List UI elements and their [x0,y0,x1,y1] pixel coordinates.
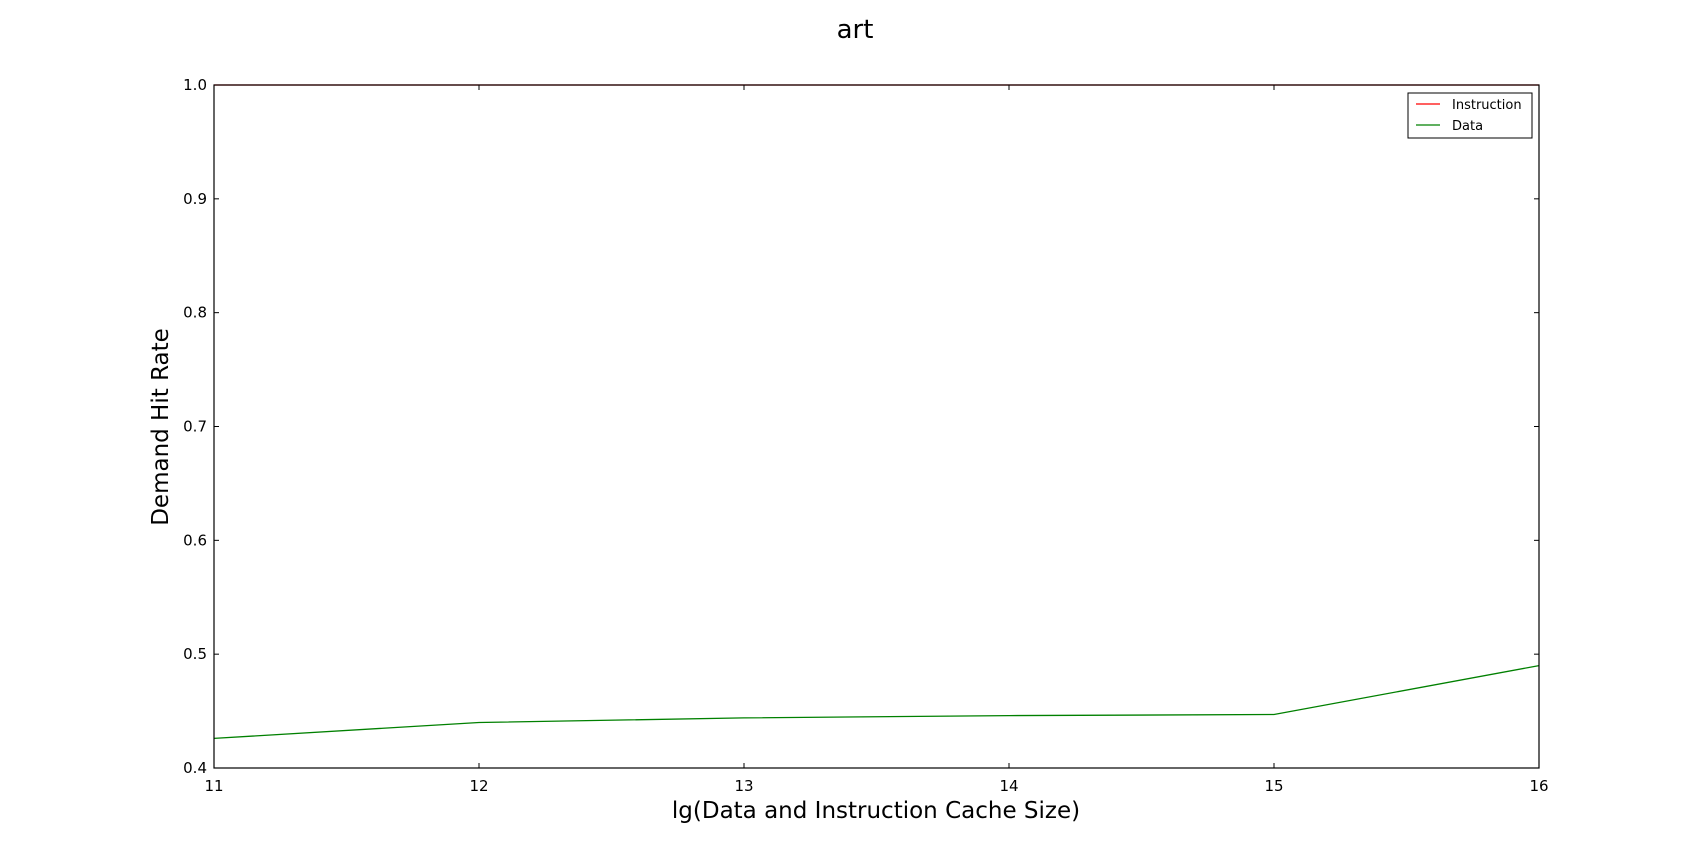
y-tick-label-2: 0.6 [183,531,207,549]
y-tick-label-6: 1.0 [183,76,207,94]
legend-label-data: Data [1452,119,1483,134]
y-tick-label-4: 0.8 [183,304,207,322]
legend-label-instruction: Instruction [1452,98,1522,113]
legend-box [1407,92,1533,139]
x-tick-label-1: 12 [469,777,488,795]
ticks-layer: 11 12 13 14 15 16 0.4 0.5 0.6 0.7 0.8 0.9 1.0 [183,76,1548,795]
series-line-data [213,664,1540,740]
legend: Instruction Data [1407,92,1533,139]
x-tick-label-3: 14 [999,777,1018,795]
y-axis-label: Demand Hit Rate [148,328,174,526]
y-tick-label-0: 0.4 [183,759,207,777]
x-tick-label-0: 11 [204,777,223,795]
x-tick-label-5: 16 [1529,777,1548,795]
x-tick-label-2: 13 [734,777,753,795]
chart-title: art [837,15,874,45]
y-tick-label-3: 0.7 [183,418,207,436]
y-tick-label-5: 0.9 [183,190,207,208]
x-axis-label: lg(Data and Instruction Cache Size) [672,798,1080,824]
x-tick-label-4: 15 [1264,777,1283,795]
y-tick-label-1: 0.5 [183,645,207,663]
